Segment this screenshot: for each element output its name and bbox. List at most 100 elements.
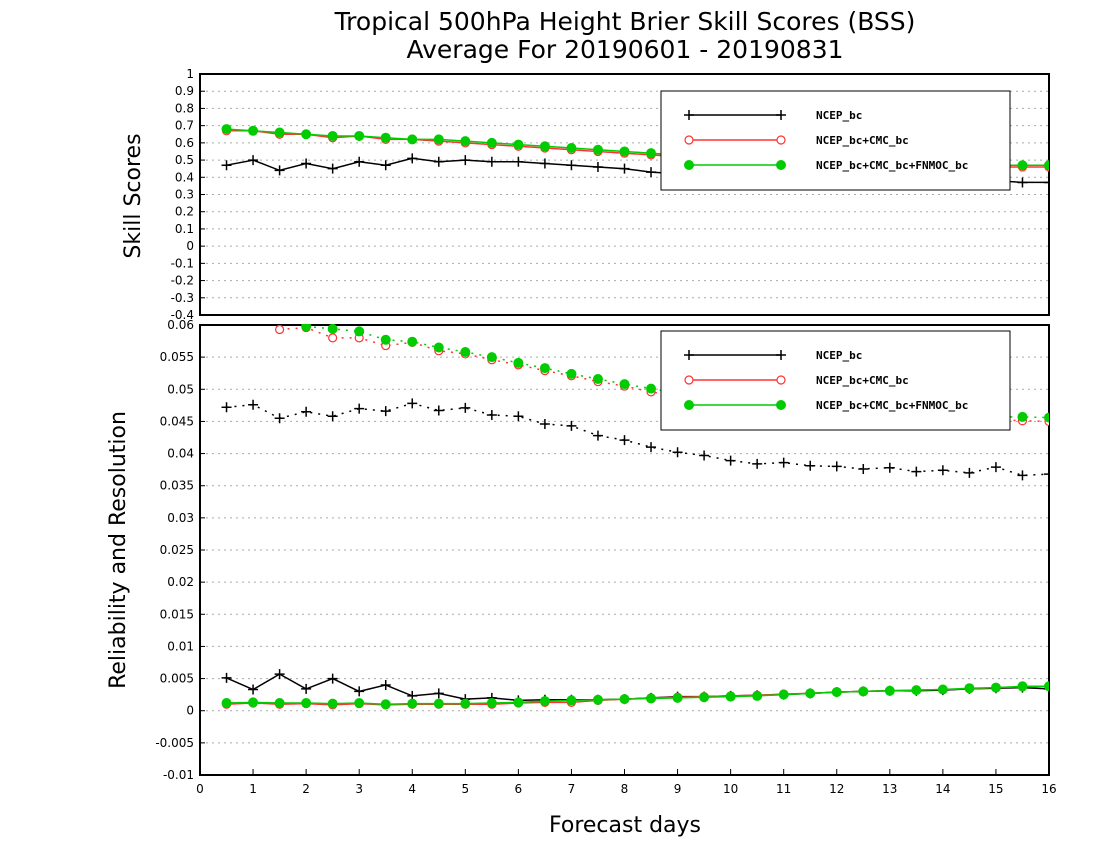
skill-y-tick-label: 0.2 [175,205,194,219]
relres-data-point [460,402,471,413]
skill-legend-marker [684,110,694,120]
relres-data-point [407,336,418,347]
relres-data-point [380,699,391,710]
skill-data-point [221,124,232,135]
skill-legend-marker [776,110,786,120]
relres-data-point [1044,412,1049,423]
relres-y-tick-label: -0.01 [163,768,194,782]
relres-data-point [646,442,657,453]
relres-data-point [1017,411,1028,422]
relres-y-tick-label: 0.06 [167,318,194,332]
relres-y-tick-label: 0.045 [160,414,194,428]
relres-data-point [619,379,630,390]
skill-data-point [486,156,497,167]
relres-data-point [301,683,312,694]
relres-y-tick-label: 0.02 [167,575,194,589]
relres-data-point [884,462,895,473]
relres-data-point [354,686,365,697]
relres-data-point [778,457,789,468]
x-tick-label: 8 [621,782,629,796]
skill-plot-frame [199,73,1050,316]
relres-data-point [1017,470,1028,481]
x-tick-label: 9 [674,782,682,796]
skill-y-tick-label: -0.1 [171,256,194,270]
skill-y-tick-label: -0.3 [171,291,194,305]
relres-data-point [327,411,338,422]
relres-data-point [433,405,444,416]
relres-data-point [699,692,710,703]
skill-legend-label: NCEP_bc+CMC_bc+FNMOC_bc [816,159,968,172]
skill-data-point [380,132,391,143]
relres-data-point [619,694,630,705]
skill-data-point [539,141,550,152]
relres-plot-frame [199,324,1050,776]
skill-data-point [513,156,524,167]
relres-data-point [486,698,497,708]
x-tick-label: 12 [829,782,844,796]
skill-data-point [1044,177,1049,188]
skill-data-point [433,156,444,167]
skill-data-point [407,134,418,145]
relres-data-point [911,685,922,696]
relres-data-point [1044,681,1049,692]
relres-data-point [274,324,285,335]
skill-y-tick-label: -0.4 [171,308,194,322]
relres-y-tick-label: 0.04 [167,447,194,461]
relres-data-point [354,326,365,337]
relres-data-point [592,374,603,384]
relres-data-point [619,435,630,446]
skill-y-tick-label: 0.3 [175,188,194,202]
skill-data-point [619,146,630,157]
skill-legend-label: NCEP_bc+CMC_bc [816,134,909,147]
skill-data-point [274,165,285,176]
top-y-axis-label: Skill Scores [121,133,146,258]
relres-y-tick-label: 0.005 [160,672,194,686]
relres-data-point [990,682,1001,693]
skill-data-point [1017,177,1028,188]
skill-data-point [592,144,603,155]
relres-series-line [226,685,1049,706]
relres-data-point [831,461,842,472]
relres-data-point [937,465,948,476]
skill-y-tick-label: 0.5 [175,153,194,167]
relres-y-tick-label: -0.005 [155,736,194,750]
relres-data-point [539,419,550,429]
relres-data-point [566,420,577,431]
relres-data-point [884,685,895,696]
relres-data-point [858,464,869,474]
relres-data-point [672,447,683,458]
x-tick-label: 10 [723,782,738,796]
relres-data-point [566,695,577,706]
x-tick-label: 2 [302,782,310,796]
x-tick-label: 16 [1041,782,1056,796]
skill-data-point [566,143,577,154]
relres-data-point [592,694,603,705]
chart-subtitle: Average For 20190601 - 20190831 [406,35,843,64]
relres-data-point [274,669,285,680]
relres-data-point [1044,469,1049,480]
skill-data-point [1044,160,1049,171]
relres-series-group [221,324,1049,710]
relres-data-point [990,462,1001,473]
x-tick-label: 14 [935,782,950,796]
skill-data-point [380,160,391,171]
relres-data-point [805,688,816,699]
skill-data-point [592,161,603,172]
skill-legend-marker [684,135,694,145]
relres-data-point [248,684,259,695]
skill-data-point [327,130,338,141]
x-tick-label: 7 [568,782,576,796]
skill-data-point [248,155,259,166]
skill-data-point [433,134,444,145]
relres-data-point [513,357,524,368]
skill-y-tick-label: 0.1 [175,222,194,236]
x-tick-label: 3 [355,782,363,796]
x-axis-label: Forecast days [549,813,701,838]
x-tick-label: 13 [882,782,897,796]
skill-data-point [566,160,577,171]
skill-legend-marker [776,160,786,170]
skill-data-point [221,160,232,171]
relres-data-point [380,334,391,345]
relres-legend-label: NCEP_bc+CMC_bc+FNMOC_bc [816,399,968,412]
relres-legend-marker [684,350,694,360]
